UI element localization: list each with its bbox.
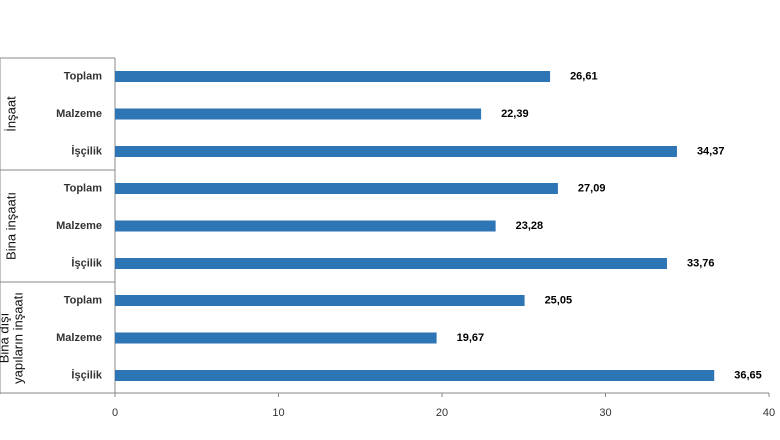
value-label: 22,39 [501, 108, 529, 120]
bar [115, 71, 551, 82]
bar [115, 370, 715, 381]
group-label: Bina inşaatı [3, 192, 18, 260]
bar [115, 258, 667, 269]
x-tick-label: 0 [112, 407, 118, 419]
value-label: 25,05 [545, 294, 573, 306]
bar [115, 146, 677, 157]
x-tick-label: 30 [599, 407, 611, 419]
group-label: yapıların inşaatı [10, 292, 25, 384]
group-label: Bina dışı [0, 313, 11, 364]
value-label: 23,28 [516, 220, 544, 232]
bar [115, 332, 437, 344]
category-label: İşçilik [71, 368, 102, 381]
category-label: Toplam [64, 294, 103, 306]
value-label: 34,37 [697, 145, 725, 157]
category-label: Malzeme [56, 332, 102, 344]
bar [115, 183, 558, 194]
value-label: 36,65 [734, 369, 762, 381]
category-label: Malzeme [56, 108, 102, 120]
category-label: Malzeme [56, 220, 102, 232]
value-label: 26,61 [570, 70, 598, 82]
category-label: İşçilik [71, 256, 102, 269]
bar [115, 295, 525, 306]
category-label: Toplam [64, 70, 103, 82]
group-label: İnşaat [3, 96, 18, 132]
bar [115, 220, 496, 232]
x-tick-label: 10 [272, 407, 284, 419]
value-label: 33,76 [687, 257, 715, 269]
bar [115, 108, 482, 120]
value-label: 19,67 [457, 332, 485, 344]
category-label: İşçilik [71, 144, 102, 157]
category-label: Toplam [64, 182, 103, 194]
x-tick-label: 20 [436, 407, 448, 419]
value-label: 27,09 [578, 182, 606, 194]
x-tick-label: 40 [763, 407, 775, 419]
